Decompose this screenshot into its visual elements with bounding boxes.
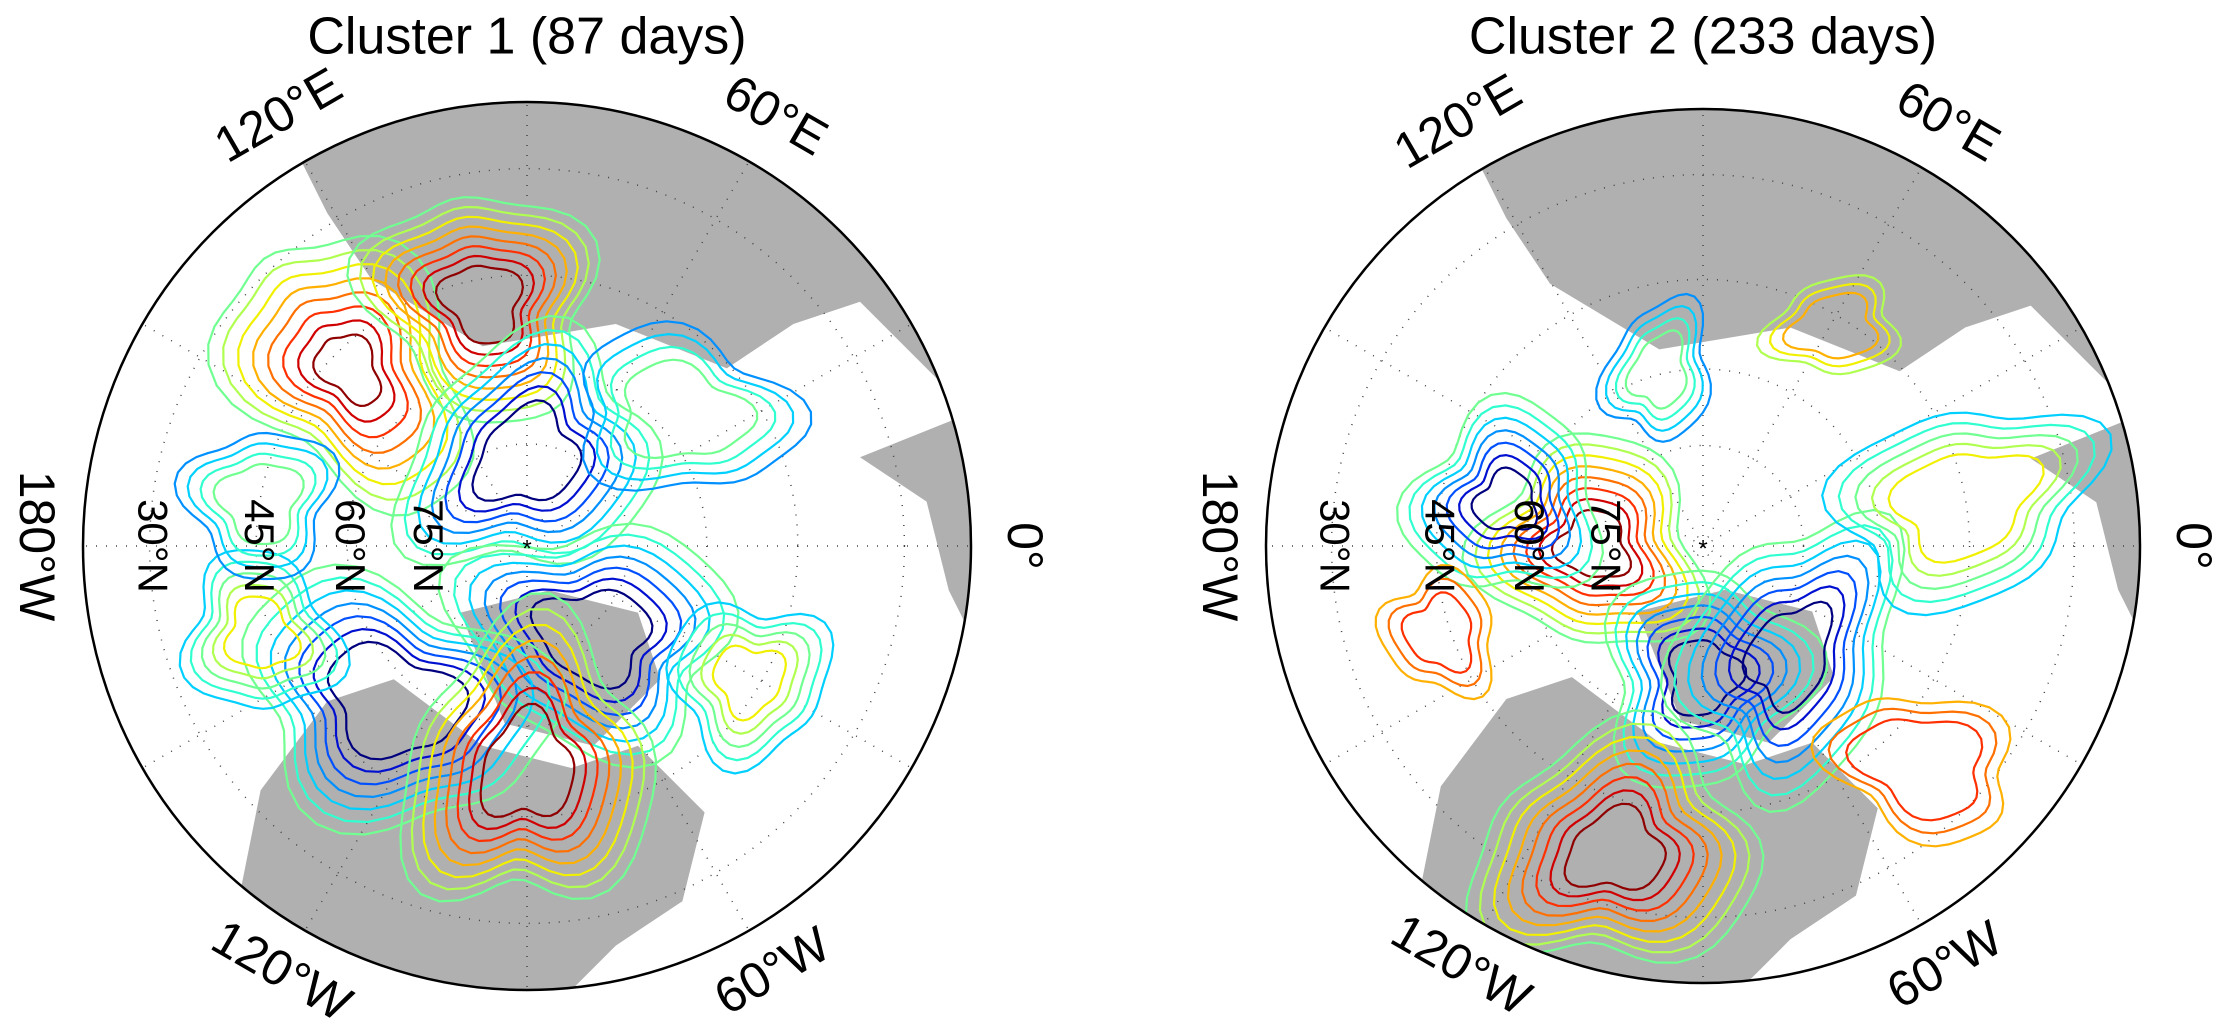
longitude-label: 60°E [1887, 69, 2009, 172]
map-title: Cluster 1 (87 days) [307, 8, 746, 66]
pole-marker: * [1698, 535, 1707, 562]
latitude-label: 60°N [327, 499, 374, 593]
latitude-label: 60°N [1506, 499, 1553, 593]
pole-marker: * [522, 535, 531, 562]
latitude-label: 30°N [130, 499, 177, 593]
longitude-label: 0° [997, 522, 1053, 570]
latitude-label: 45°N [236, 499, 283, 593]
latitude-label: 75°N [1582, 499, 1629, 593]
latitude-label: 45°N [1416, 499, 1463, 593]
figure: *Cluster 1 (87 days)120°E60°E180°W0°120°… [0, 0, 2222, 1029]
map-title: Cluster 2 (233 days) [1469, 8, 1937, 66]
map-body: * [1266, 109, 2140, 983]
longitude-label: 0° [2166, 522, 2222, 570]
latitude-label: 75°N [405, 499, 452, 593]
map-body: * [83, 102, 971, 990]
longitude-label: 180°W [9, 471, 65, 622]
longitude-label: 180°W [1192, 471, 1248, 622]
longitude-label: 60°E [715, 63, 837, 166]
latitude-label: 30°N [1311, 499, 1358, 593]
